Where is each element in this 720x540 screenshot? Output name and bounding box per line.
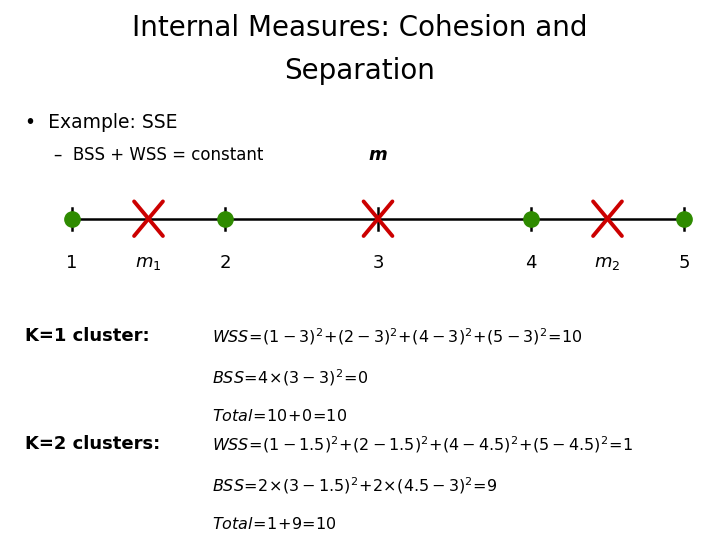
Text: $Total\!=\!10\!+\!0\!=\!10$: $Total\!=\!10\!+\!0\!=\!10$ xyxy=(212,408,348,424)
Text: •  Example: SSE: • Example: SSE xyxy=(25,113,178,132)
Text: 1: 1 xyxy=(66,254,78,272)
Text: K=2 clusters:: K=2 clusters: xyxy=(25,435,161,453)
Text: 3: 3 xyxy=(372,254,384,272)
Text: K=1 cluster:: K=1 cluster: xyxy=(25,327,150,345)
Text: $WSS\!=\!(1-1.5)^2\!+\!(2-1.5)^2\!+\!(4-4.5)^2\!+\!(5-4.5)^2\!=\!1$: $WSS\!=\!(1-1.5)^2\!+\!(2-1.5)^2\!+\!(4-… xyxy=(212,435,634,455)
Text: $Total\!=\!1\!+\!9\!=\!10$: $Total\!=\!1\!+\!9\!=\!10$ xyxy=(212,516,338,532)
Text: $BSS\!=\!4\!\times\!(3-3)^2\!=\!0$: $BSS\!=\!4\!\times\!(3-3)^2\!=\!0$ xyxy=(212,367,369,388)
Text: 5: 5 xyxy=(678,254,690,272)
Text: –  BSS + WSS = constant: – BSS + WSS = constant xyxy=(54,146,264,164)
Text: m: m xyxy=(369,146,387,164)
Text: 2: 2 xyxy=(220,254,230,272)
Text: $m_2$: $m_2$ xyxy=(594,254,621,272)
Text: Separation: Separation xyxy=(284,57,436,85)
Text: $m_1$: $m_1$ xyxy=(135,254,162,272)
Text: Internal Measures: Cohesion and: Internal Measures: Cohesion and xyxy=(132,14,588,42)
Text: $WSS\!=\!(1-3)^2\!+\!(2-3)^2\!+\!(4-3)^2\!+\!(5-3)^2\!=\!10$: $WSS\!=\!(1-3)^2\!+\!(2-3)^2\!+\!(4-3)^2… xyxy=(212,327,582,347)
Text: $BSS\!=\!2\!\times\!(3-1.5)^2\!+\!2\!\times\!(4.5-3)^2\!=\!9$: $BSS\!=\!2\!\times\!(3-1.5)^2\!+\!2\!\ti… xyxy=(212,475,498,496)
Text: 4: 4 xyxy=(526,254,536,272)
